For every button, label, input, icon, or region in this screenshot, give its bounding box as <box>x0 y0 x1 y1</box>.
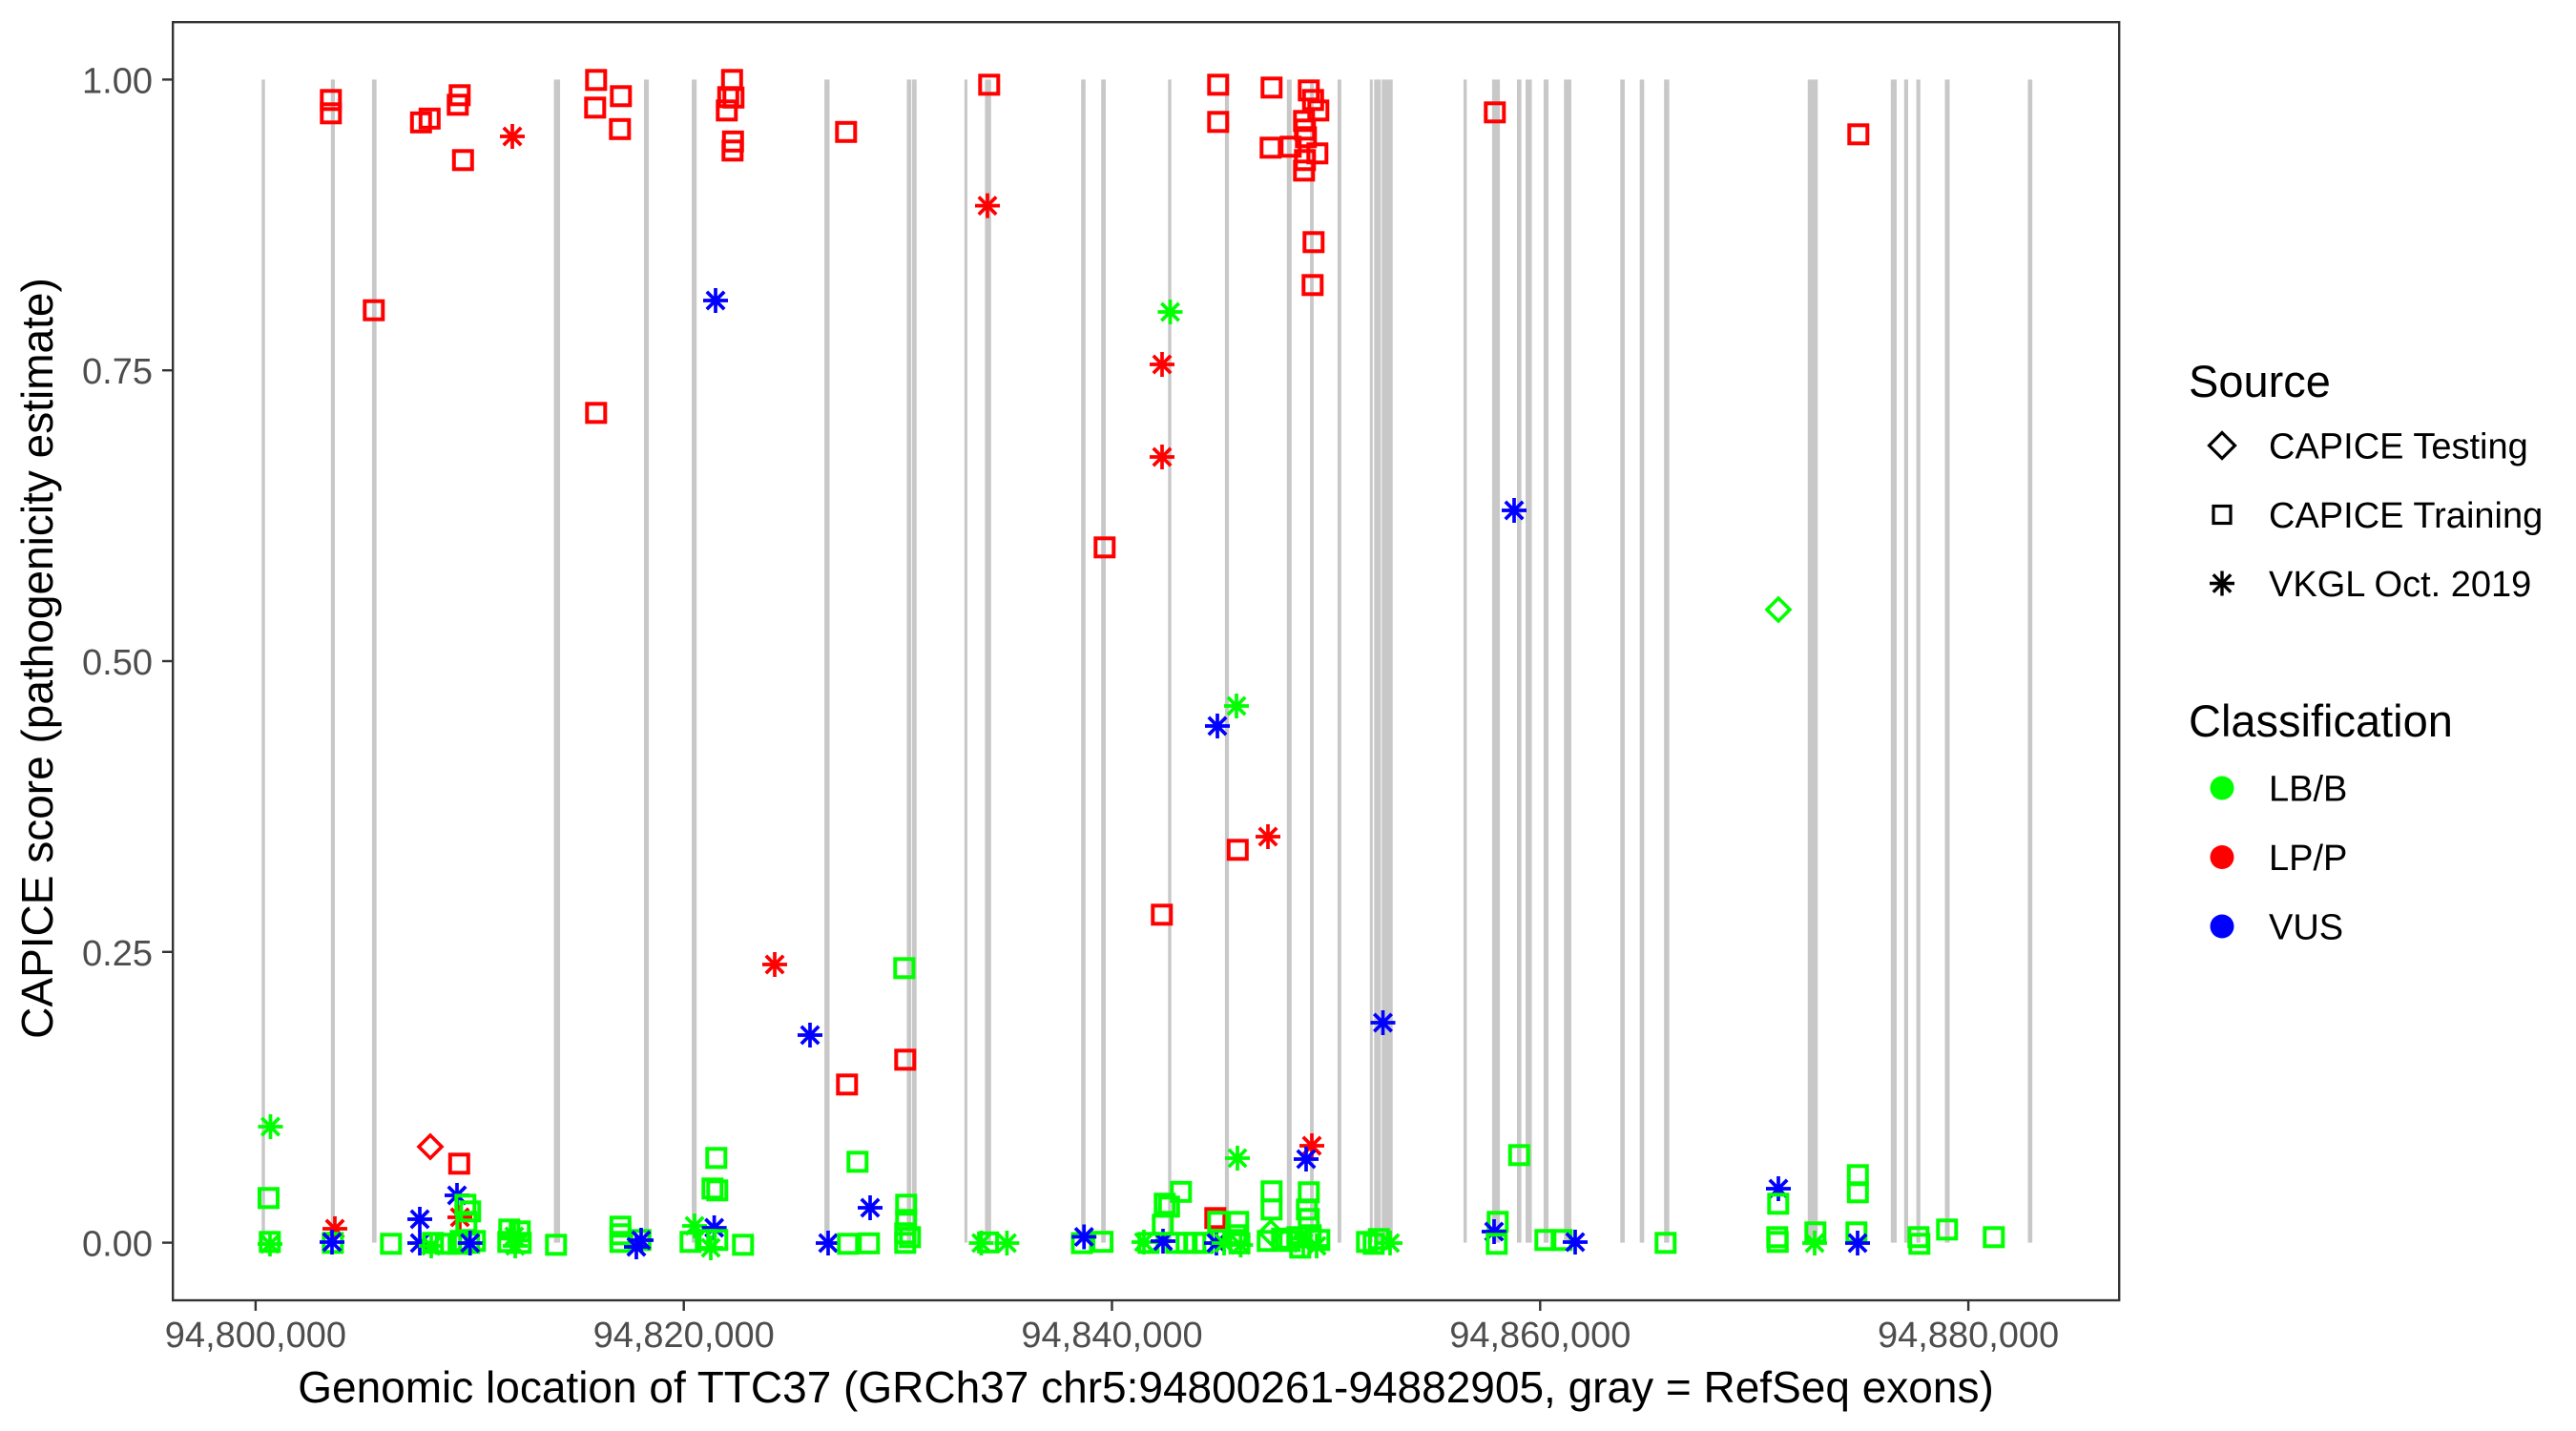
svg-text:LP/P: LP/P <box>2269 839 2347 879</box>
svg-text:0.25: 0.25 <box>82 934 153 974</box>
svg-text:0.00: 0.00 <box>82 1225 153 1265</box>
svg-text:0.75: 0.75 <box>82 352 153 392</box>
svg-text:1.00: 1.00 <box>82 61 153 101</box>
svg-text:94,820,000: 94,820,000 <box>593 1316 775 1356</box>
svg-text:CAPICE score (pathogenicity es: CAPICE score (pathogenicity estimate) <box>12 278 62 1039</box>
svg-text:94,840,000: 94,840,000 <box>1021 1316 1202 1356</box>
svg-text:94,860,000: 94,860,000 <box>1449 1316 1631 1356</box>
svg-text:VUS: VUS <box>2269 908 2343 948</box>
svg-text:Genomic location of TTC37 (GRC: Genomic location of TTC37 (GRCh37 chr5:9… <box>298 1362 1994 1412</box>
svg-text:94,800,000: 94,800,000 <box>165 1316 346 1356</box>
svg-text:CAPICE Training: CAPICE Training <box>2269 496 2543 536</box>
svg-text:94,880,000: 94,880,000 <box>1878 1316 2059 1356</box>
svg-text:LB/B: LB/B <box>2269 770 2347 810</box>
svg-text:CAPICE Testing: CAPICE Testing <box>2269 427 2528 467</box>
svg-text:0.50: 0.50 <box>82 643 153 683</box>
svg-text:Source: Source <box>2189 356 2331 406</box>
svg-text:VKGL Oct. 2019: VKGL Oct. 2019 <box>2269 565 2531 605</box>
svg-text:Classification: Classification <box>2189 695 2453 746</box>
